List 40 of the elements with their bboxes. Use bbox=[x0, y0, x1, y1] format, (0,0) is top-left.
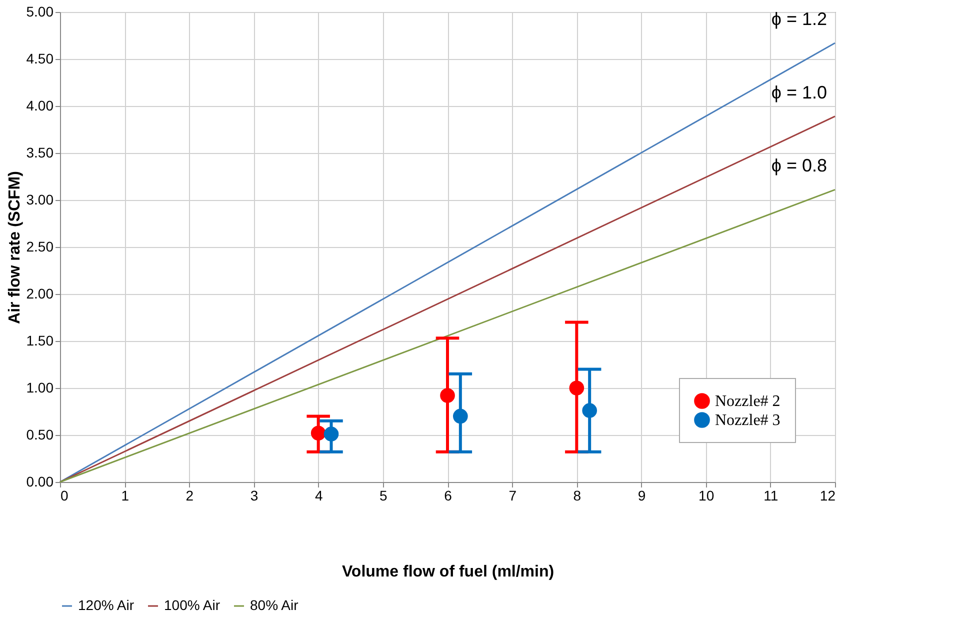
x-tick-label: 1 bbox=[121, 488, 130, 504]
point bbox=[569, 380, 584, 396]
y-tick-label: 5.00 bbox=[26, 4, 54, 20]
y-tick-label: 3.50 bbox=[26, 144, 54, 160]
annotation: ϕ = 1.0 bbox=[771, 82, 827, 102]
legend-label: 80% Air bbox=[250, 597, 299, 613]
point bbox=[440, 388, 455, 403]
y-tick-label: 2.00 bbox=[26, 286, 54, 302]
x-tick-label: 9 bbox=[638, 488, 646, 504]
x-tick-label: 2 bbox=[186, 488, 194, 504]
annotation: ϕ = 1.2 bbox=[771, 9, 827, 30]
y-tick-label: 2.50 bbox=[26, 238, 54, 254]
x-axis-title: Volume flow of fuel (ml/min) bbox=[342, 564, 554, 580]
point bbox=[310, 426, 326, 441]
y-tick-label: 1.50 bbox=[26, 332, 54, 348]
point bbox=[324, 426, 339, 442]
y-tick-label: 0.50 bbox=[26, 426, 54, 442]
y-tick-label: 0.00 bbox=[26, 474, 54, 490]
y-tick-label: 4.50 bbox=[26, 50, 54, 66]
x-tick-label: 5 bbox=[380, 488, 388, 504]
x-tick-label: 12 bbox=[820, 488, 836, 504]
x-tick-label: 7 bbox=[508, 488, 517, 504]
annotation: ϕ = 0.8 bbox=[771, 156, 827, 176]
x-tick-label: 3 bbox=[250, 488, 258, 504]
legend-label: Nozzle# 2 bbox=[715, 393, 780, 410]
y-tick-label: 4.00 bbox=[26, 98, 54, 114]
x-tick-label: 0 bbox=[60, 488, 68, 504]
y-tick-label: 1.00 bbox=[26, 380, 54, 396]
legend-label: 100% Air bbox=[164, 597, 220, 613]
point bbox=[582, 403, 597, 418]
x-tick-label: 10 bbox=[698, 488, 714, 504]
y-tick-label: 3.00 bbox=[26, 192, 54, 208]
legend-label: 120% Air bbox=[78, 597, 134, 613]
x-tick-label: 11 bbox=[764, 488, 778, 504]
x-tick-label: 8 bbox=[573, 488, 582, 504]
y-axis-title: Air flow rate (SCFM) bbox=[6, 171, 24, 324]
point bbox=[453, 408, 468, 424]
legend-label: Nozzle# 3 bbox=[715, 412, 780, 429]
x-tick-label: 6 bbox=[444, 488, 452, 504]
x-tick-label: 4 bbox=[314, 488, 323, 504]
